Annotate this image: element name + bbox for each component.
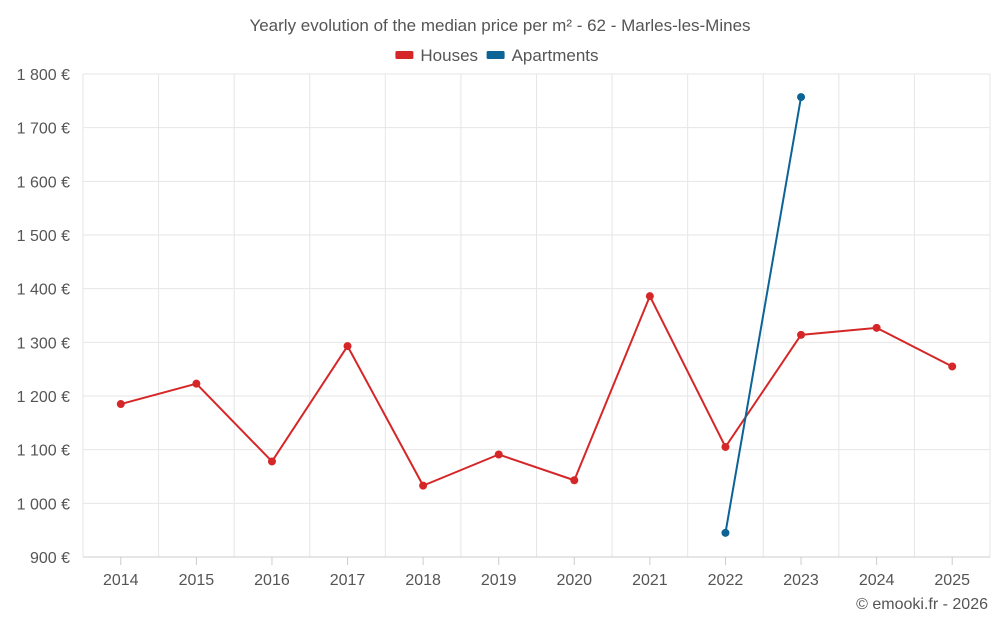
- data-point-houses-2023[interactable]: [797, 330, 806, 339]
- x-tick-label: 2022: [708, 572, 744, 589]
- legend-item-apartments[interactable]: Apartments: [486, 46, 599, 65]
- axes: 900 € 1 000 € 1 100 € 1 200 € 1 300 € 1 400 €…: [17, 67, 990, 589]
- data-point-houses-2021[interactable]: [645, 292, 654, 301]
- legend-swatch: [395, 51, 414, 59]
- data-point-houses-2022[interactable]: [721, 442, 730, 451]
- y-tick-label: 1 000 €: [17, 496, 70, 513]
- x-tick-label: 2020: [556, 572, 592, 589]
- series-apartments: [721, 93, 806, 537]
- y-tick-label: 1 300 €: [17, 335, 70, 352]
- y-tick-label: 1 800 €: [17, 67, 70, 84]
- x-tick-label: 2016: [254, 572, 290, 589]
- grid: [82, 73, 991, 557]
- x-tick-label: 2019: [481, 572, 517, 589]
- data-point-houses-2017[interactable]: [343, 342, 352, 351]
- x-tick-label: 2021: [632, 572, 668, 589]
- y-tick-label: 1 600 €: [17, 174, 70, 191]
- y-tick-label: 1 200 €: [17, 389, 70, 406]
- x-tick-label: 2018: [405, 572, 441, 589]
- x-tick-label: 2025: [934, 572, 970, 589]
- y-tick-label: 1 400 €: [17, 282, 70, 299]
- y-tick-label: 1 500 €: [17, 228, 70, 245]
- credit-text: © emooki.fr - 2026: [856, 596, 988, 613]
- legend[interactable]: Houses Apartments: [395, 46, 599, 65]
- data-point-apartments-2023[interactable]: [797, 93, 806, 102]
- data-point-houses-2016[interactable]: [267, 457, 276, 466]
- data-point-houses-2018[interactable]: [419, 481, 428, 490]
- series-line-houses: [120, 295, 953, 487]
- legend-swatch: [486, 51, 505, 59]
- x-tick-label: 2024: [859, 572, 895, 589]
- series: [116, 93, 957, 537]
- data-point-houses-2020[interactable]: [570, 476, 579, 485]
- x-tick-label: 2015: [179, 572, 215, 589]
- x-tick-label: 2014: [103, 572, 139, 589]
- data-point-houses-2015[interactable]: [192, 379, 201, 388]
- x-tick-label: 2017: [330, 572, 366, 589]
- legend-item-houses[interactable]: Houses: [395, 46, 478, 65]
- data-point-houses-2024[interactable]: [872, 323, 881, 332]
- y-tick-label: 900 €: [30, 550, 70, 567]
- data-point-apartments-2022[interactable]: [721, 528, 730, 537]
- series-line-apartments: [724, 96, 803, 534]
- y-tick-label: 1 100 €: [17, 443, 70, 460]
- chart-title: Yearly evolution of the median price per…: [249, 16, 750, 35]
- data-point-houses-2014[interactable]: [116, 400, 125, 409]
- y-tick-label: 1 700 €: [17, 121, 70, 138]
- series-houses: [116, 292, 957, 490]
- data-point-houses-2019[interactable]: [494, 450, 503, 459]
- legend-label: Apartments: [512, 46, 599, 65]
- legend-label: Houses: [420, 46, 478, 65]
- data-point-houses-2025[interactable]: [948, 362, 957, 371]
- x-tick-label: 2023: [783, 572, 819, 589]
